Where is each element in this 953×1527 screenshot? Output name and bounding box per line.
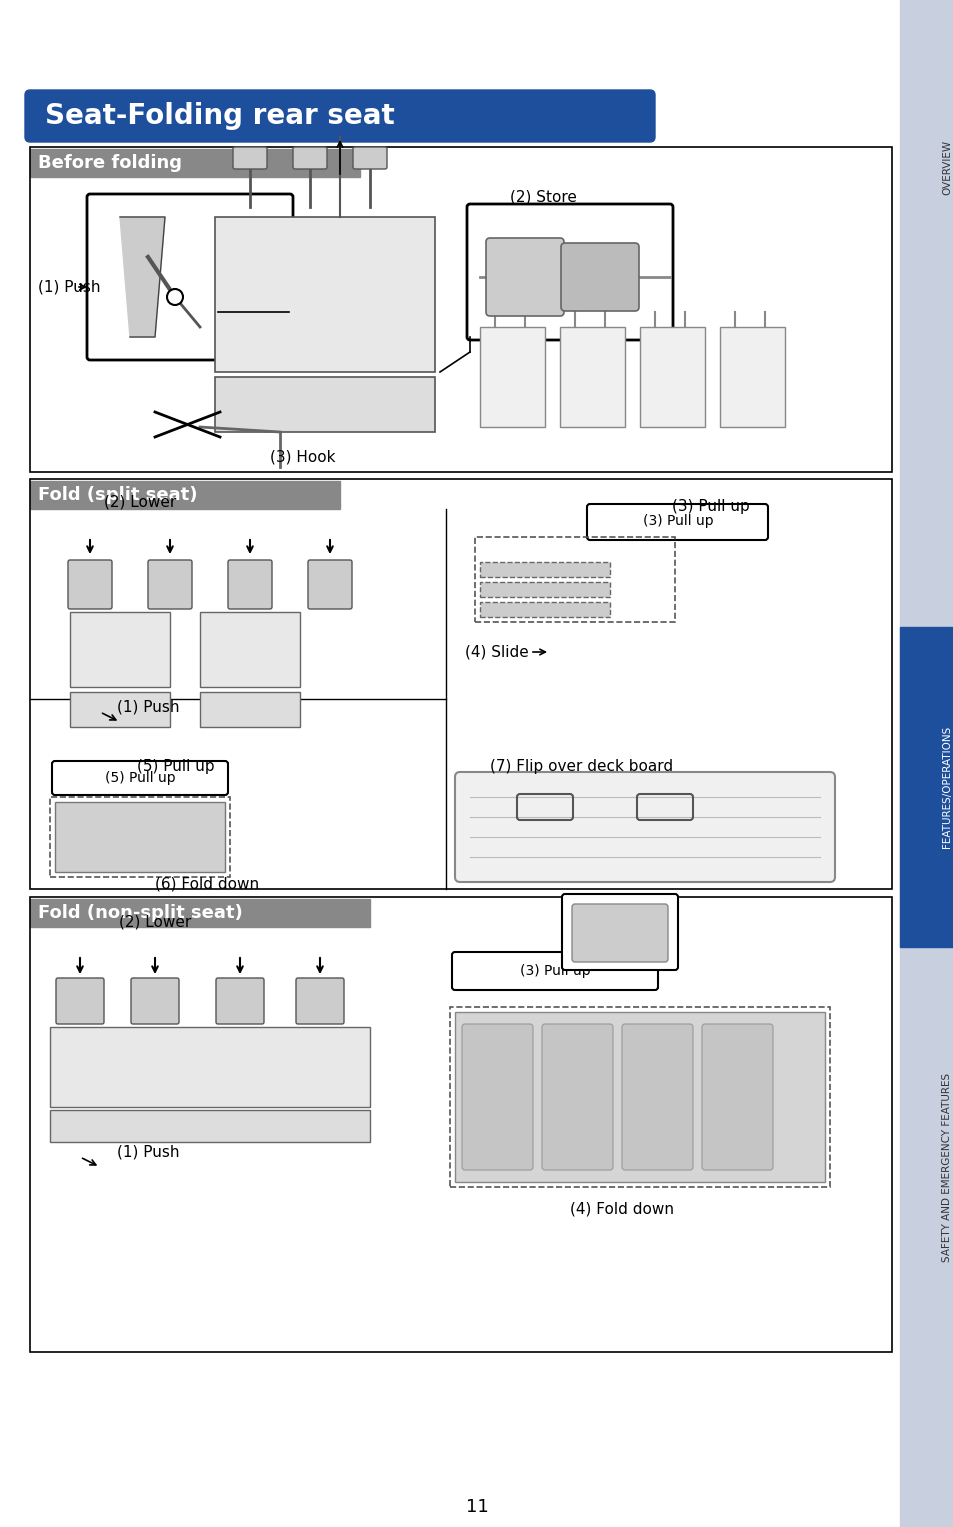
Polygon shape bbox=[120, 217, 165, 337]
Text: (6) Fold down: (6) Fold down bbox=[154, 876, 259, 892]
FancyBboxPatch shape bbox=[353, 147, 387, 169]
FancyBboxPatch shape bbox=[52, 760, 228, 796]
FancyBboxPatch shape bbox=[467, 205, 672, 341]
FancyBboxPatch shape bbox=[56, 977, 104, 1025]
Bar bbox=[479, 327, 544, 428]
Bar bbox=[214, 377, 435, 432]
Bar bbox=[200, 692, 299, 727]
FancyBboxPatch shape bbox=[485, 238, 563, 316]
FancyBboxPatch shape bbox=[452, 951, 658, 989]
FancyBboxPatch shape bbox=[68, 560, 112, 609]
Text: (5) Pull up: (5) Pull up bbox=[105, 771, 175, 785]
FancyBboxPatch shape bbox=[461, 1025, 533, 1170]
Bar bbox=[50, 1110, 370, 1142]
FancyBboxPatch shape bbox=[87, 194, 293, 360]
Bar bbox=[50, 797, 230, 876]
Text: (5) Pull up: (5) Pull up bbox=[137, 759, 214, 774]
Bar bbox=[455, 1012, 824, 1182]
Text: (4) Slide: (4) Slide bbox=[464, 644, 528, 660]
Bar bbox=[30, 147, 891, 472]
Bar bbox=[30, 150, 359, 177]
Text: (3) Hook: (3) Hook bbox=[270, 449, 335, 464]
Text: OVERVIEW: OVERVIEW bbox=[941, 139, 951, 194]
FancyBboxPatch shape bbox=[293, 147, 327, 169]
FancyBboxPatch shape bbox=[701, 1025, 772, 1170]
Bar bbox=[200, 612, 299, 687]
FancyBboxPatch shape bbox=[295, 977, 344, 1025]
FancyBboxPatch shape bbox=[148, 560, 192, 609]
Bar bbox=[30, 899, 370, 927]
Text: Before folding: Before folding bbox=[38, 154, 182, 173]
Bar bbox=[479, 562, 609, 577]
FancyBboxPatch shape bbox=[572, 904, 667, 962]
Text: SAFETY AND EMERGENCY FEATURES: SAFETY AND EMERGENCY FEATURES bbox=[941, 1072, 951, 1261]
Bar bbox=[639, 327, 704, 428]
Bar bbox=[30, 481, 339, 508]
Text: (3) Pull up: (3) Pull up bbox=[642, 515, 713, 528]
Text: (1) Push: (1) Push bbox=[38, 279, 100, 295]
Text: (2) Lower: (2) Lower bbox=[119, 915, 191, 930]
FancyBboxPatch shape bbox=[228, 560, 272, 609]
FancyBboxPatch shape bbox=[308, 560, 352, 609]
FancyBboxPatch shape bbox=[541, 1025, 613, 1170]
FancyBboxPatch shape bbox=[586, 504, 767, 541]
Bar bbox=[559, 327, 624, 428]
FancyBboxPatch shape bbox=[455, 773, 834, 883]
Text: FEATURES/OPERATIONS: FEATURES/OPERATIONS bbox=[941, 725, 951, 847]
FancyBboxPatch shape bbox=[215, 977, 264, 1025]
Bar bbox=[899, 0, 953, 1527]
Text: Fold (non-split seat): Fold (non-split seat) bbox=[38, 904, 242, 922]
Text: (2) Store: (2) Store bbox=[510, 189, 577, 205]
Bar bbox=[475, 538, 675, 621]
Text: (1) Push: (1) Push bbox=[116, 699, 179, 715]
FancyBboxPatch shape bbox=[560, 243, 639, 312]
Text: (1) Push: (1) Push bbox=[116, 1145, 179, 1159]
Bar bbox=[899, 628, 953, 947]
Bar bbox=[70, 612, 170, 687]
Text: Fold (split seat): Fold (split seat) bbox=[38, 486, 197, 504]
Bar bbox=[450, 1006, 829, 1186]
FancyBboxPatch shape bbox=[561, 893, 678, 970]
Bar bbox=[30, 896, 891, 1351]
Circle shape bbox=[167, 289, 183, 305]
FancyBboxPatch shape bbox=[233, 147, 267, 169]
Text: (3) Pull up: (3) Pull up bbox=[672, 499, 749, 515]
Bar bbox=[479, 602, 609, 617]
Text: (7) Flip over deck board: (7) Flip over deck board bbox=[490, 759, 673, 774]
Text: (2) Lower: (2) Lower bbox=[104, 495, 176, 510]
FancyBboxPatch shape bbox=[621, 1025, 692, 1170]
Text: (3) Pull up: (3) Pull up bbox=[519, 964, 590, 977]
Bar bbox=[720, 327, 784, 428]
Bar bbox=[55, 802, 225, 872]
Text: (4) Fold down: (4) Fold down bbox=[569, 1202, 673, 1217]
Bar bbox=[214, 217, 435, 373]
Bar bbox=[479, 582, 609, 597]
Bar bbox=[50, 1028, 370, 1107]
Bar bbox=[30, 479, 891, 889]
FancyBboxPatch shape bbox=[131, 977, 179, 1025]
Text: 11: 11 bbox=[465, 1498, 488, 1516]
Text: Seat-Folding rear seat: Seat-Folding rear seat bbox=[45, 102, 395, 130]
Bar bbox=[70, 692, 170, 727]
FancyBboxPatch shape bbox=[25, 90, 655, 142]
